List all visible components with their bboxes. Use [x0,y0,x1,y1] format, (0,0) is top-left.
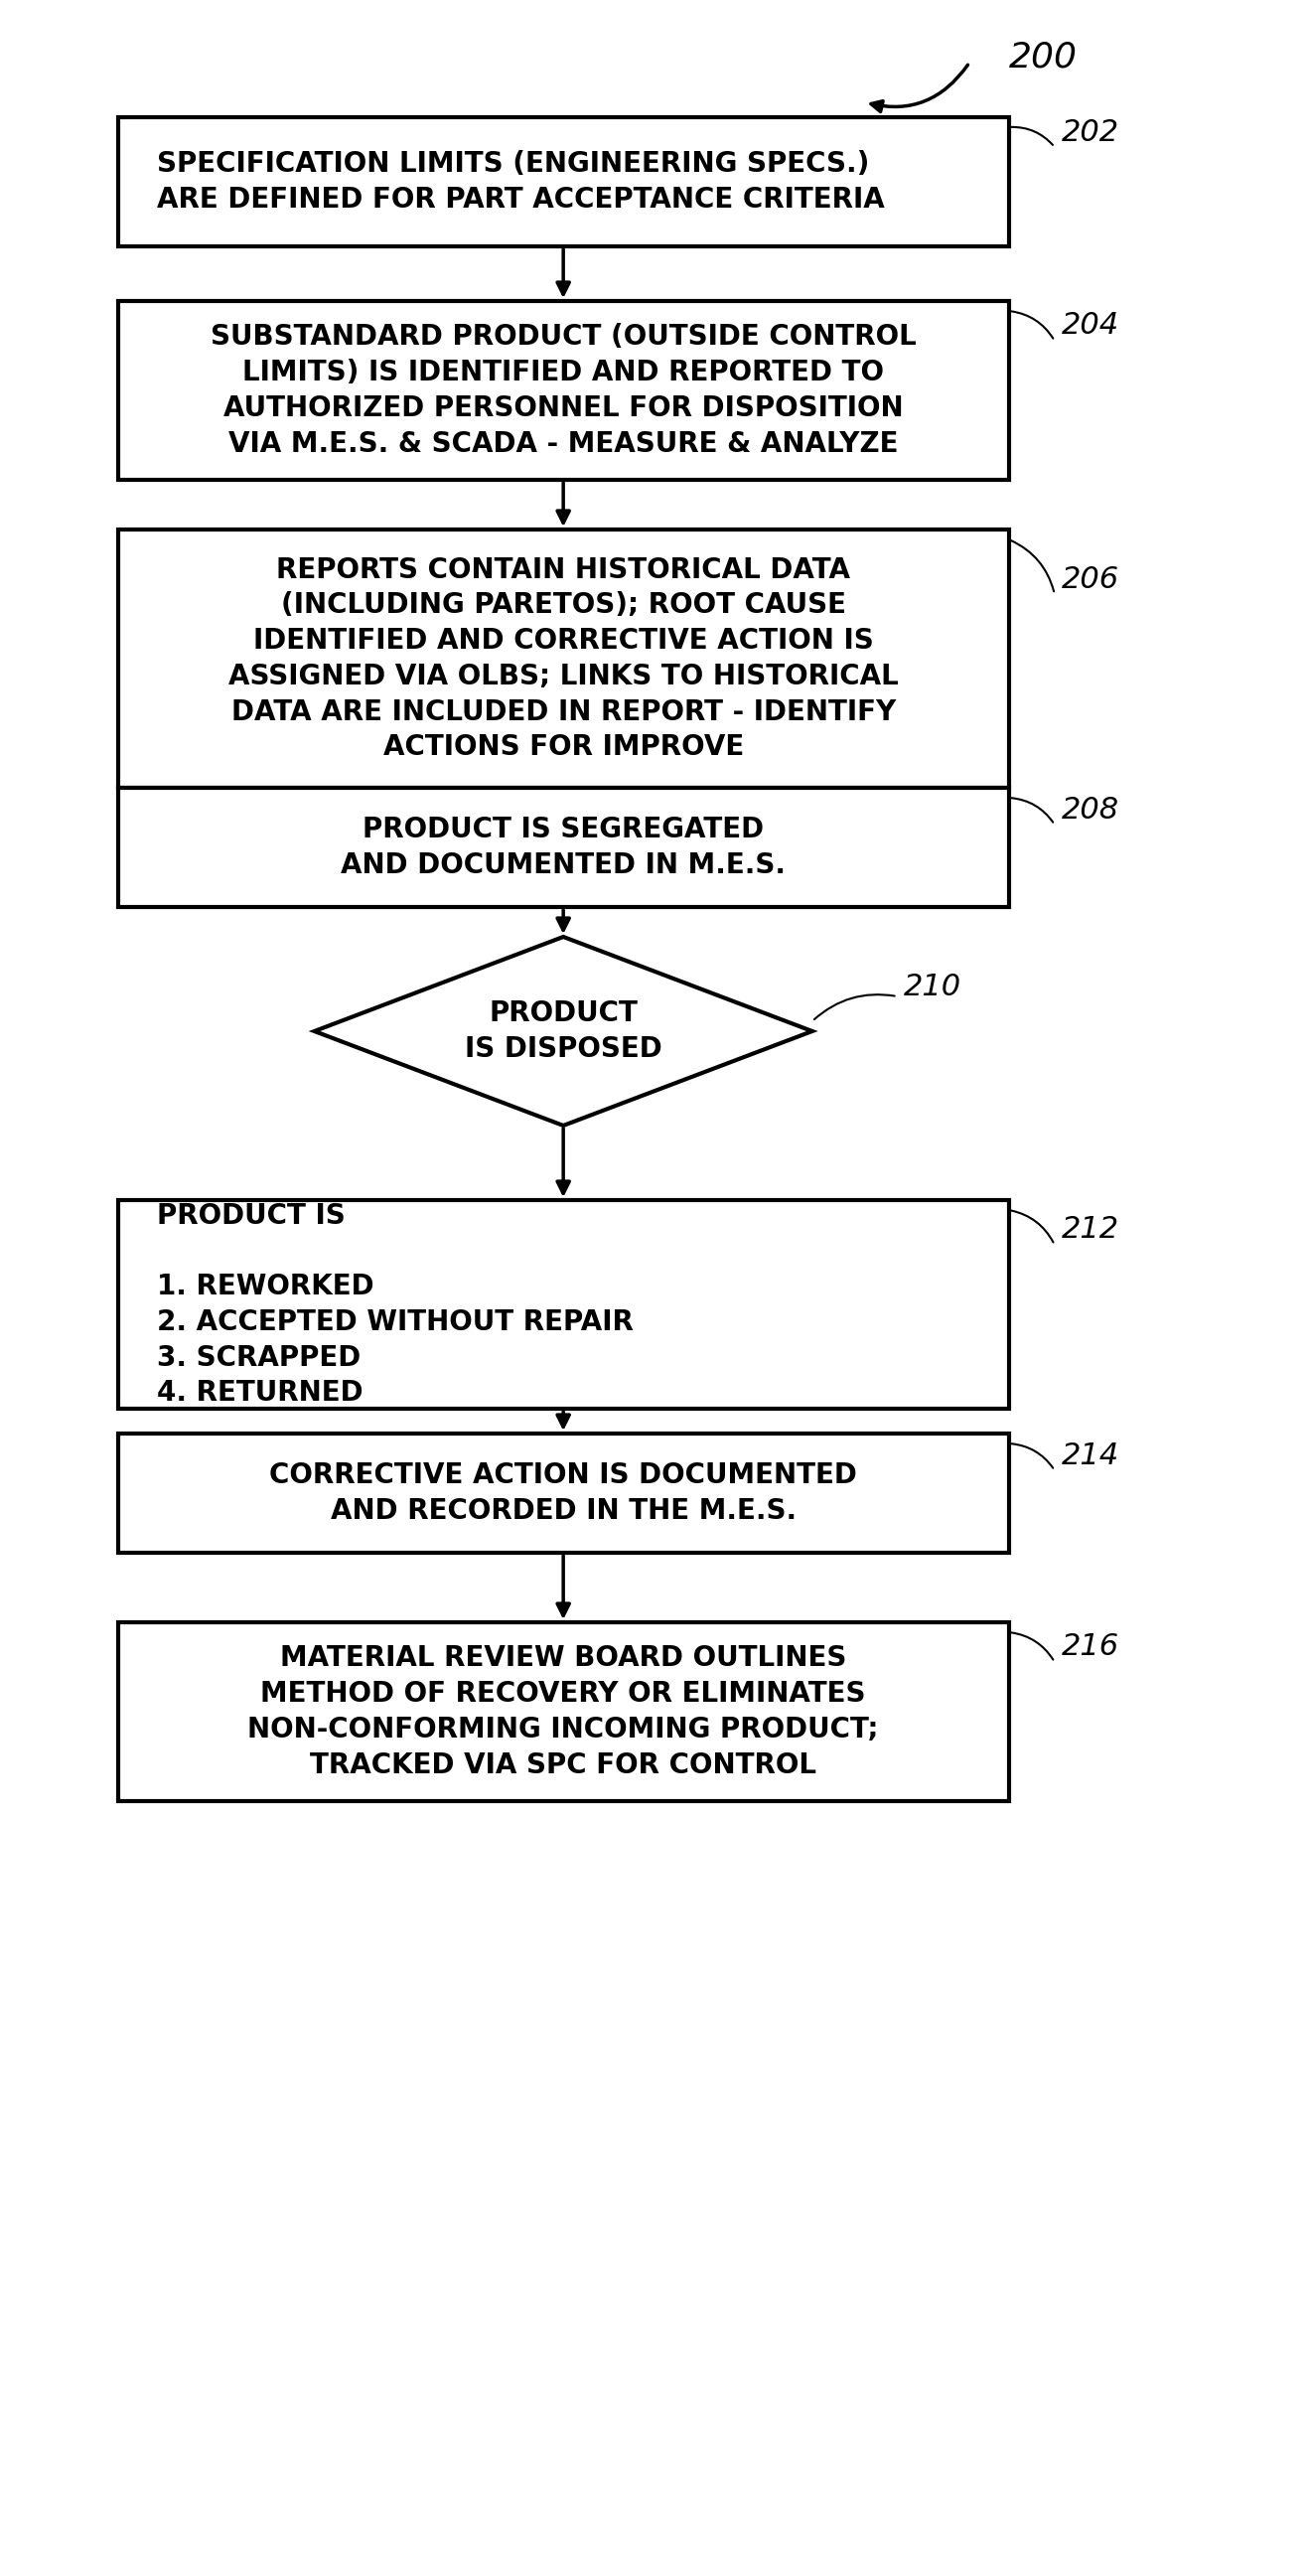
FancyBboxPatch shape [118,301,1009,479]
Text: 202: 202 [1061,118,1119,147]
Text: SPECIFICATION LIMITS (ENGINEERING SPECS.)
ARE DEFINED FOR PART ACCEPTANCE CRITER: SPECIFICATION LIMITS (ENGINEERING SPECS.… [157,149,886,214]
Text: PRODUCT IS

1. REWORKED
2. ACCEPTED WITHOUT REPAIR
3. SCRAPPED
4. RETURNED: PRODUCT IS 1. REWORKED 2. ACCEPTED WITHO… [157,1203,634,1406]
Text: 212: 212 [1061,1216,1119,1244]
Text: 214: 214 [1061,1440,1119,1471]
Text: 216: 216 [1061,1633,1119,1662]
Text: 210: 210 [904,971,962,1002]
Text: SUBSTANDARD PRODUCT (OUTSIDE CONTROL
LIMITS) IS IDENTIFIED AND REPORTED TO
AUTHO: SUBSTANDARD PRODUCT (OUTSIDE CONTROL LIM… [211,325,916,459]
Text: REPORTS CONTAIN HISTORICAL DATA
(INCLUDING PARETOS); ROOT CAUSE
IDENTIFIED AND C: REPORTS CONTAIN HISTORICAL DATA (INCLUDI… [228,556,899,762]
Polygon shape [314,938,812,1126]
FancyBboxPatch shape [118,1623,1009,1801]
FancyBboxPatch shape [118,531,1009,788]
Text: 200: 200 [1009,41,1077,75]
Text: 206: 206 [1061,564,1119,592]
Text: 208: 208 [1061,796,1119,824]
Text: PRODUCT IS SEGREGATED
AND DOCUMENTED IN M.E.S.: PRODUCT IS SEGREGATED AND DOCUMENTED IN … [341,817,786,878]
Text: PRODUCT
IS DISPOSED: PRODUCT IS DISPOSED [465,999,662,1064]
FancyBboxPatch shape [118,788,1009,907]
FancyBboxPatch shape [118,1200,1009,1409]
FancyBboxPatch shape [118,118,1009,247]
Text: CORRECTIVE ACTION IS DOCUMENTED
AND RECORDED IN THE M.E.S.: CORRECTIVE ACTION IS DOCUMENTED AND RECO… [270,1461,857,1525]
Text: 204: 204 [1061,312,1119,340]
Text: MATERIAL REVIEW BOARD OUTLINES
METHOD OF RECOVERY OR ELIMINATES
NON-CONFORMING I: MATERIAL REVIEW BOARD OUTLINES METHOD OF… [248,1643,879,1780]
FancyBboxPatch shape [118,1432,1009,1553]
